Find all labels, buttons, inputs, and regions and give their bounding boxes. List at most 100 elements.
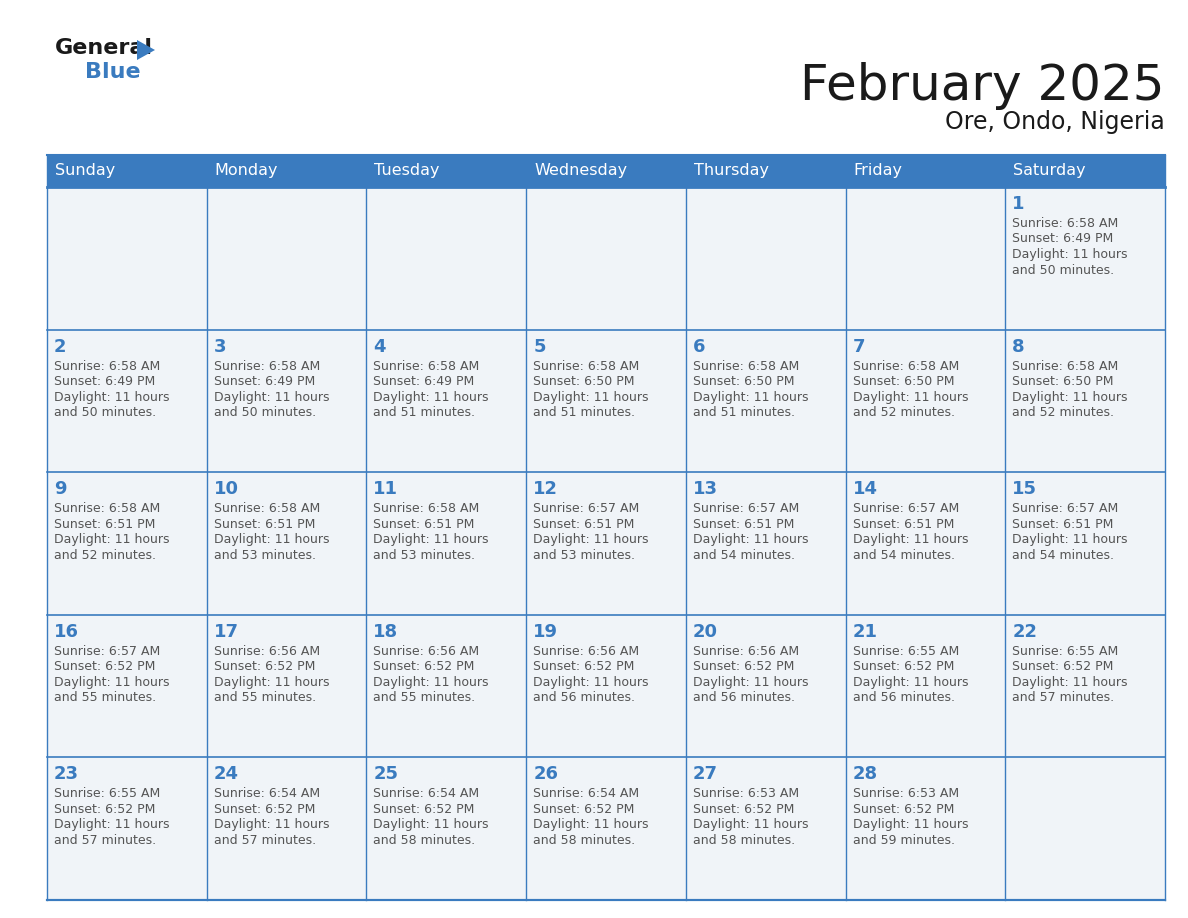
Text: Sunrise: 6:58 AM: Sunrise: 6:58 AM bbox=[214, 502, 320, 515]
Text: Sunset: 6:52 PM: Sunset: 6:52 PM bbox=[853, 803, 954, 816]
Text: Sunset: 6:51 PM: Sunset: 6:51 PM bbox=[693, 518, 795, 531]
Text: Sunrise: 6:56 AM: Sunrise: 6:56 AM bbox=[693, 644, 800, 658]
Bar bbox=[366, 155, 526, 187]
Bar bbox=[1005, 615, 1165, 757]
Text: Sunrise: 6:57 AM: Sunrise: 6:57 AM bbox=[693, 502, 800, 515]
Text: Sunrise: 6:53 AM: Sunrise: 6:53 AM bbox=[693, 788, 800, 800]
Text: 27: 27 bbox=[693, 766, 718, 783]
Text: 10: 10 bbox=[214, 480, 239, 498]
Bar bbox=[685, 155, 846, 187]
Text: 7: 7 bbox=[853, 338, 865, 355]
Text: 3: 3 bbox=[214, 338, 226, 355]
Text: and 58 minutes.: and 58 minutes. bbox=[693, 834, 795, 847]
Bar bbox=[1005, 330, 1165, 472]
Bar bbox=[526, 472, 685, 615]
Text: Sunday: Sunday bbox=[55, 163, 115, 178]
Bar bbox=[48, 155, 207, 187]
Text: Sunrise: 6:58 AM: Sunrise: 6:58 AM bbox=[373, 360, 480, 373]
Text: Sunset: 6:52 PM: Sunset: 6:52 PM bbox=[693, 803, 795, 816]
Text: Daylight: 11 hours: Daylight: 11 hours bbox=[693, 819, 808, 832]
Bar bbox=[48, 472, 207, 615]
Text: 9: 9 bbox=[53, 480, 67, 498]
Text: 17: 17 bbox=[214, 622, 239, 641]
Bar bbox=[1005, 472, 1165, 615]
Text: Sunset: 6:50 PM: Sunset: 6:50 PM bbox=[1012, 375, 1114, 388]
Text: Daylight: 11 hours: Daylight: 11 hours bbox=[1012, 390, 1127, 404]
Text: Sunset: 6:52 PM: Sunset: 6:52 PM bbox=[373, 803, 475, 816]
Text: Sunrise: 6:56 AM: Sunrise: 6:56 AM bbox=[214, 644, 320, 658]
Text: Blue: Blue bbox=[86, 62, 140, 82]
Text: 25: 25 bbox=[373, 766, 398, 783]
Text: Sunset: 6:49 PM: Sunset: 6:49 PM bbox=[214, 375, 315, 388]
Text: 15: 15 bbox=[1012, 480, 1037, 498]
Text: Sunset: 6:49 PM: Sunset: 6:49 PM bbox=[373, 375, 475, 388]
Bar bbox=[526, 330, 685, 472]
Text: Monday: Monday bbox=[215, 163, 278, 178]
Bar bbox=[685, 472, 846, 615]
Text: Daylight: 11 hours: Daylight: 11 hours bbox=[693, 390, 808, 404]
Text: and 57 minutes.: and 57 minutes. bbox=[1012, 691, 1114, 704]
Bar bbox=[48, 187, 207, 330]
Text: 19: 19 bbox=[533, 622, 558, 641]
Text: Sunset: 6:51 PM: Sunset: 6:51 PM bbox=[1012, 518, 1113, 531]
Text: Sunset: 6:50 PM: Sunset: 6:50 PM bbox=[533, 375, 634, 388]
Text: 20: 20 bbox=[693, 622, 718, 641]
Text: Wednesday: Wednesday bbox=[535, 163, 627, 178]
Text: Daylight: 11 hours: Daylight: 11 hours bbox=[533, 390, 649, 404]
Text: and 52 minutes.: and 52 minutes. bbox=[53, 549, 156, 562]
Bar bbox=[366, 330, 526, 472]
Text: Daylight: 11 hours: Daylight: 11 hours bbox=[533, 819, 649, 832]
Text: Daylight: 11 hours: Daylight: 11 hours bbox=[853, 819, 968, 832]
Text: Sunrise: 6:53 AM: Sunrise: 6:53 AM bbox=[853, 788, 959, 800]
Text: Daylight: 11 hours: Daylight: 11 hours bbox=[1012, 533, 1127, 546]
Text: Daylight: 11 hours: Daylight: 11 hours bbox=[533, 533, 649, 546]
Bar bbox=[207, 615, 366, 757]
Text: Daylight: 11 hours: Daylight: 11 hours bbox=[853, 676, 968, 688]
Bar bbox=[846, 472, 1005, 615]
Text: and 57 minutes.: and 57 minutes. bbox=[53, 834, 156, 847]
Text: Tuesday: Tuesday bbox=[374, 163, 440, 178]
Text: 23: 23 bbox=[53, 766, 78, 783]
Text: Sunrise: 6:58 AM: Sunrise: 6:58 AM bbox=[853, 360, 959, 373]
Text: Sunrise: 6:55 AM: Sunrise: 6:55 AM bbox=[853, 644, 959, 658]
Text: 4: 4 bbox=[373, 338, 386, 355]
Bar bbox=[48, 330, 207, 472]
Text: Sunset: 6:49 PM: Sunset: 6:49 PM bbox=[1012, 232, 1113, 245]
Text: and 50 minutes.: and 50 minutes. bbox=[1012, 263, 1114, 276]
Text: and 52 minutes.: and 52 minutes. bbox=[853, 406, 955, 420]
Text: and 56 minutes.: and 56 minutes. bbox=[533, 691, 636, 704]
Text: and 53 minutes.: and 53 minutes. bbox=[373, 549, 475, 562]
Text: February 2025: February 2025 bbox=[801, 62, 1165, 110]
Text: Sunrise: 6:58 AM: Sunrise: 6:58 AM bbox=[693, 360, 800, 373]
Bar bbox=[1005, 757, 1165, 900]
Text: 5: 5 bbox=[533, 338, 545, 355]
Bar bbox=[207, 330, 366, 472]
Bar bbox=[685, 330, 846, 472]
Text: Sunrise: 6:57 AM: Sunrise: 6:57 AM bbox=[853, 502, 959, 515]
Text: Daylight: 11 hours: Daylight: 11 hours bbox=[693, 533, 808, 546]
Text: Daylight: 11 hours: Daylight: 11 hours bbox=[53, 533, 170, 546]
Text: Daylight: 11 hours: Daylight: 11 hours bbox=[373, 533, 489, 546]
Text: 28: 28 bbox=[853, 766, 878, 783]
Text: Daylight: 11 hours: Daylight: 11 hours bbox=[214, 533, 329, 546]
Text: and 59 minutes.: and 59 minutes. bbox=[853, 834, 955, 847]
Text: Daylight: 11 hours: Daylight: 11 hours bbox=[53, 819, 170, 832]
Text: and 58 minutes.: and 58 minutes. bbox=[533, 834, 636, 847]
Polygon shape bbox=[137, 40, 154, 60]
Text: Sunset: 6:52 PM: Sunset: 6:52 PM bbox=[533, 660, 634, 673]
Text: 22: 22 bbox=[1012, 622, 1037, 641]
Text: Sunset: 6:51 PM: Sunset: 6:51 PM bbox=[853, 518, 954, 531]
Text: and 55 minutes.: and 55 minutes. bbox=[214, 691, 316, 704]
Bar bbox=[1005, 155, 1165, 187]
Text: 1: 1 bbox=[1012, 195, 1025, 213]
Text: 6: 6 bbox=[693, 338, 706, 355]
Text: Sunrise: 6:57 AM: Sunrise: 6:57 AM bbox=[1012, 502, 1119, 515]
Text: Daylight: 11 hours: Daylight: 11 hours bbox=[533, 676, 649, 688]
Text: 21: 21 bbox=[853, 622, 878, 641]
Text: Sunset: 6:52 PM: Sunset: 6:52 PM bbox=[214, 803, 315, 816]
Text: Sunset: 6:51 PM: Sunset: 6:51 PM bbox=[373, 518, 475, 531]
Text: Sunrise: 6:58 AM: Sunrise: 6:58 AM bbox=[53, 502, 160, 515]
Text: Sunset: 6:51 PM: Sunset: 6:51 PM bbox=[214, 518, 315, 531]
Text: and 53 minutes.: and 53 minutes. bbox=[533, 549, 636, 562]
Bar bbox=[1005, 187, 1165, 330]
